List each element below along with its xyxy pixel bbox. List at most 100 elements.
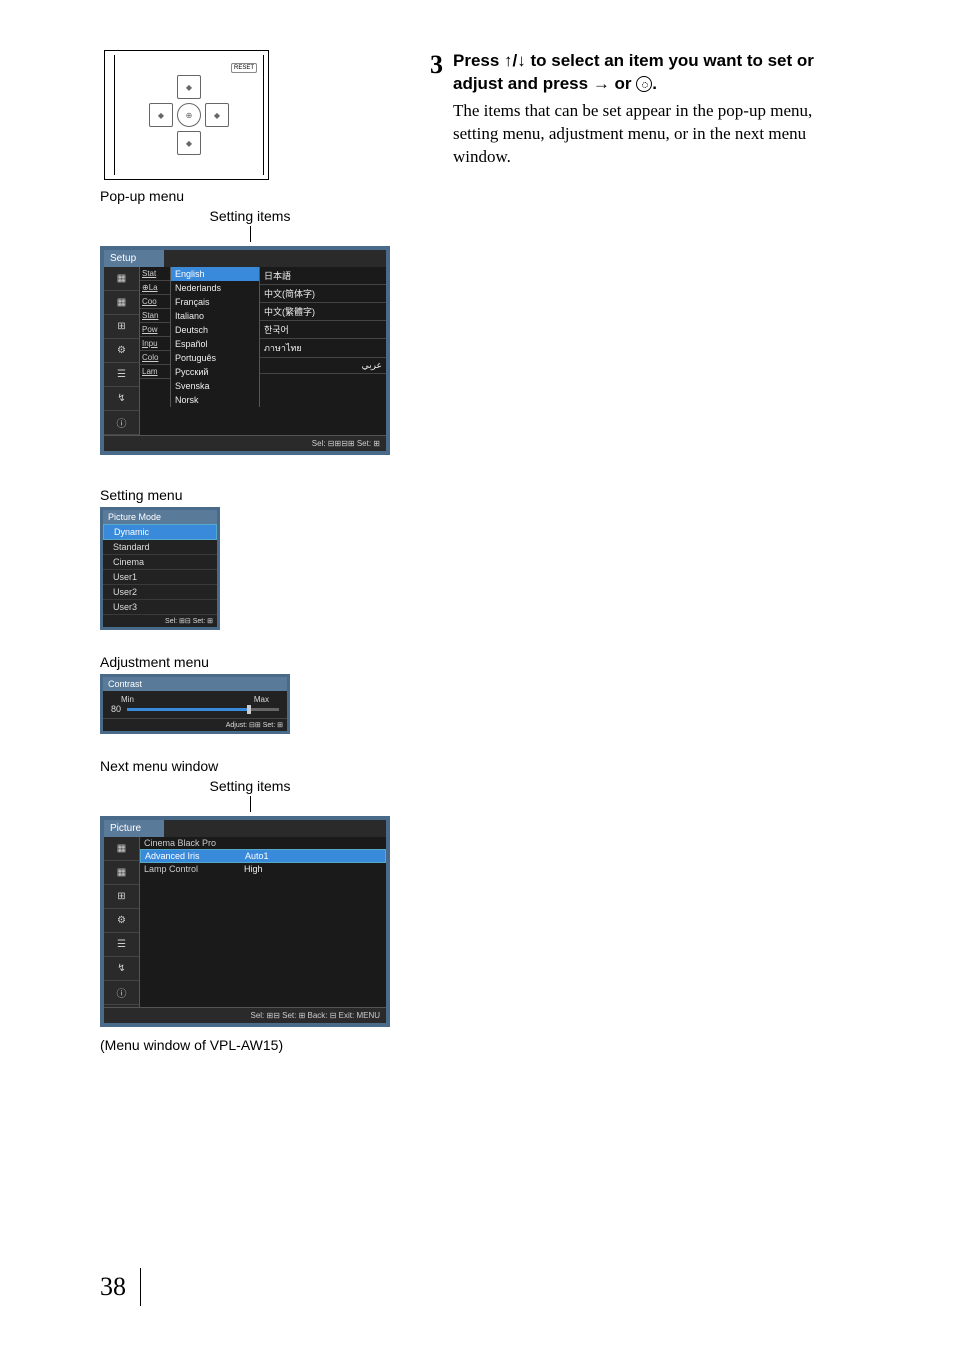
menu-icon-column: ▦ ▦ ⊞ ⚙ ☰ ↯ ⓘ: [104, 837, 140, 1007]
reset-button: RESET: [231, 63, 257, 73]
setting-items-label-2: Setting items: [100, 778, 400, 794]
min-label: Min: [121, 695, 134, 704]
contrast-value: 80: [111, 704, 121, 714]
row-key: Lamp Control: [144, 864, 244, 874]
setting-menu-label: Setting menu: [100, 487, 400, 503]
picture-mode-menu: Picture Mode Dynamic Standard Cinema Use…: [100, 507, 220, 630]
menu-icon-column: ▦ ▦ ⊞ ⚙ ☰ ↯ ⓘ: [104, 267, 140, 435]
list-item: Pow: [140, 323, 170, 337]
list-item[interactable]: 한국어: [260, 321, 386, 339]
menu-icon: ▦: [104, 267, 139, 291]
dpad-left-icon: ◆: [149, 103, 173, 127]
picture-mode-footer: Sel: ⊞⊟ Set: ⊞: [103, 615, 217, 627]
max-label: Max: [254, 695, 269, 704]
step-heading: Press ↑/↓ to select an item you want to …: [453, 50, 830, 96]
list-item[interactable]: عربي: [260, 358, 386, 374]
menu-icon: ▦: [104, 837, 139, 861]
setup-menu-footer: Sel: ⊟⊞⊟⊞ Set: ⊞: [104, 435, 386, 451]
row-value: High: [244, 864, 263, 874]
page-number: 38: [100, 1272, 126, 1302]
list-item[interactable]: Français: [171, 295, 259, 309]
table-row: Cinema Black Pro: [140, 837, 386, 849]
list-item: Stat: [140, 267, 170, 281]
picture-mode-title: Picture Mode: [103, 510, 217, 524]
list-item[interactable]: 中文(简体字): [260, 285, 386, 303]
list-item: Lam: [140, 365, 170, 379]
menu-icon: ⚙: [104, 909, 139, 933]
page-divider: [140, 1268, 141, 1306]
list-item[interactable]: Svenska: [171, 379, 259, 393]
list-item[interactable]: Deutsch: [171, 323, 259, 337]
dpad-right-icon: ◆: [205, 103, 229, 127]
list-item: Inpu: [140, 337, 170, 351]
setup-left-col: Stat ⊕La Coo Stan Pow Inpu Colo Lam: [140, 267, 170, 379]
menu-icon: ⊞: [104, 885, 139, 909]
step-body: The items that can be set appear in the …: [453, 100, 830, 169]
list-item[interactable]: 中文(繁體字): [260, 303, 386, 321]
list-item[interactable]: User3: [103, 600, 217, 615]
up-arrow-icon: ↑: [504, 51, 513, 70]
list-item[interactable]: Cinema: [103, 555, 217, 570]
enter-icon: [636, 76, 652, 92]
menu-icon: ▦: [104, 861, 139, 885]
menu-icon: ⓘ: [104, 981, 139, 1005]
setup-menu-title: Setup: [104, 250, 164, 267]
row-key: Advanced Iris: [145, 851, 245, 861]
list-item[interactable]: User1: [103, 570, 217, 585]
list-item[interactable]: ภาษาไทย: [260, 339, 386, 358]
list-item[interactable]: Standard: [103, 540, 217, 555]
menu-icon: ☰: [104, 933, 139, 957]
list-item: ⊕La: [140, 281, 170, 295]
table-row[interactable]: Lamp Control High: [140, 863, 386, 875]
list-item: Coo: [140, 295, 170, 309]
menu-icon: ☰: [104, 363, 139, 387]
menu-icon: ⊞: [104, 315, 139, 339]
list-item[interactable]: Nederlands: [171, 281, 259, 295]
picture-menu-footer: Sel: ⊞⊟ Set: ⊞ Back: ⊟ Exit: MENU: [104, 1007, 386, 1023]
picture-menu-window: Picture ▦ ▦ ⊞ ⚙ ☰ ↯ ⓘ Cinema Black Pro: [100, 816, 390, 1027]
list-item[interactable]: 日本語: [260, 267, 386, 285]
dpad: ◆ ◆ ◆ ◆ ⊕: [149, 75, 229, 155]
right-arrow-icon: →: [593, 74, 610, 93]
step-number: 3: [430, 50, 443, 80]
table-row[interactable]: Advanced Iris Auto1: [140, 849, 386, 863]
contrast-footer: Adjust: ⊟⊞ Set: ⊞: [103, 718, 287, 731]
row-value: Auto1: [245, 851, 269, 861]
menu-icon: ↯: [104, 387, 139, 411]
language-list-right: 日本語 中文(简体字) 中文(繁體字) 한국어 ภาษาไทย عربي: [260, 267, 386, 374]
list-item: Colo: [140, 351, 170, 365]
list-item[interactable]: User2: [103, 585, 217, 600]
list-item: Stan: [140, 309, 170, 323]
popup-menu-label: Pop-up menu: [100, 188, 400, 204]
adjustment-menu-label: Adjustment menu: [100, 654, 400, 670]
menu-icon: ⓘ: [104, 411, 139, 435]
list-item[interactable]: Español: [171, 337, 259, 351]
list-item[interactable]: Italiano: [171, 309, 259, 323]
row-key: Cinema Black Pro: [144, 838, 244, 848]
list-item[interactable]: Norsk: [171, 393, 259, 407]
picture-menu-title: Picture: [104, 820, 164, 837]
list-item[interactable]: Dynamic: [103, 524, 217, 540]
slider-thumb: [247, 705, 251, 714]
caption: (Menu window of VPL-AW15): [100, 1037, 400, 1053]
dpad-down-icon: ◆: [177, 131, 201, 155]
setting-items-label-1: Setting items: [100, 208, 400, 224]
menu-icon: ↯: [104, 957, 139, 981]
list-item[interactable]: Русский: [171, 365, 259, 379]
setup-menu-window: Setup ▦ ▦ ⊞ ⚙ ☰ ↯ ⓘ Stat ⊕La Coo Stan: [100, 246, 390, 455]
pointer-line: [250, 226, 251, 242]
remote-inner: RESET ◆ ◆ ◆ ◆ ⊕: [114, 55, 264, 175]
contrast-menu: Contrast Min Max 80 Adjust: ⊟⊞ Set: ⊞: [100, 674, 290, 734]
dpad-up-icon: ◆: [177, 75, 201, 99]
down-arrow-icon: ↓: [517, 51, 526, 70]
list-item[interactable]: English: [171, 267, 259, 281]
contrast-slider[interactable]: [127, 708, 279, 711]
language-list-mid: English Nederlands Français Italiano Deu…: [170, 267, 260, 407]
remote-diagram: RESET ◆ ◆ ◆ ◆ ⊕: [104, 50, 269, 180]
slider-fill: [127, 708, 249, 711]
menu-icon: ▦: [104, 291, 139, 315]
list-item[interactable]: Português: [171, 351, 259, 365]
dpad-enter-icon: ⊕: [177, 103, 201, 127]
pointer-line: [250, 796, 251, 812]
next-menu-window-label: Next menu window: [100, 758, 400, 774]
